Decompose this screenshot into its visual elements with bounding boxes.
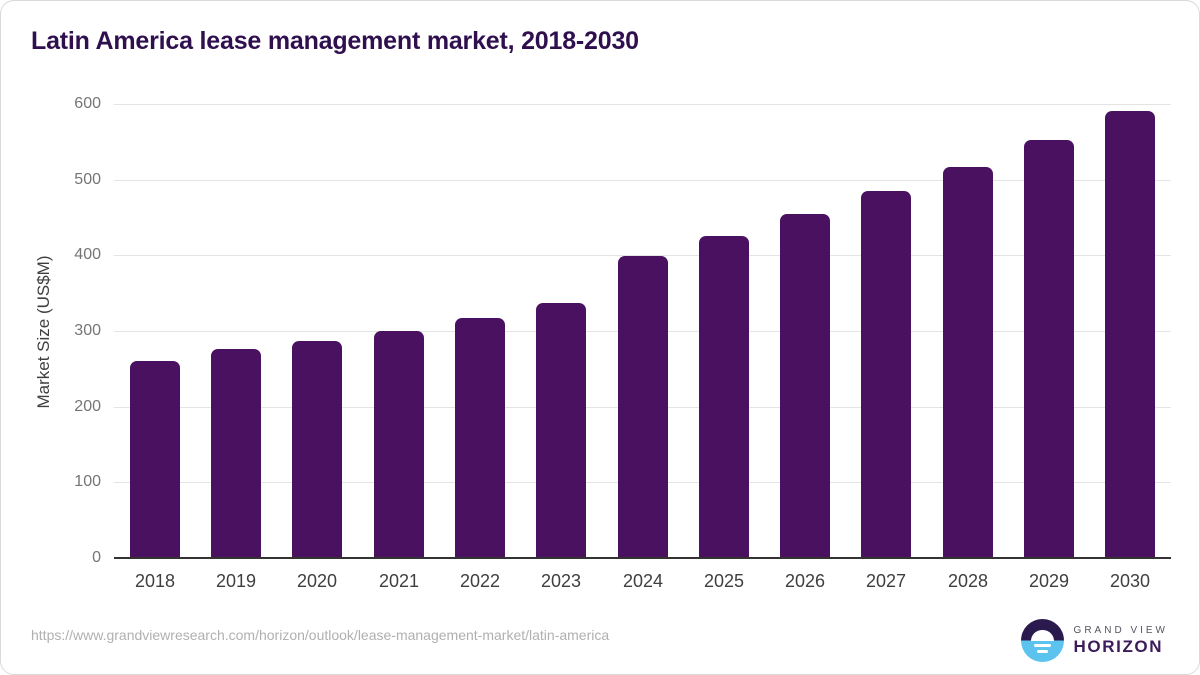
logo-reflection-line — [1036, 650, 1048, 653]
horizon-logo-icon — [1020, 619, 1064, 662]
bar-2027[interactable] — [861, 191, 911, 558]
logo-reflection-line — [1033, 644, 1051, 647]
x-tick-label-2021: 2021 — [378, 571, 420, 591]
brand-name-bottom: HORIZON — [1073, 637, 1164, 656]
source-url[interactable]: https://www.grandviewresearch.com/horizo… — [31, 627, 610, 643]
bar-2019[interactable] — [211, 349, 261, 558]
gridline-600 — [114, 104, 1171, 105]
y-tick-label-100: 100 — [74, 473, 101, 490]
gridline-500 — [114, 180, 1171, 181]
bar-2020[interactable] — [292, 341, 342, 558]
x-tick-label-2027: 2027 — [865, 571, 907, 591]
bar-2030[interactable] — [1105, 111, 1155, 558]
x-tick-label-2026: 2026 — [784, 571, 826, 591]
bar-2018[interactable] — [130, 361, 180, 558]
brand-logo: GRAND VIEW HORIZON — [1020, 618, 1168, 663]
bar-2022[interactable] — [455, 318, 505, 558]
gridline-400 — [114, 255, 1171, 256]
y-tick-label-500: 500 — [74, 171, 101, 188]
y-tick-label-300: 300 — [74, 322, 101, 339]
bar-2026[interactable] — [780, 214, 830, 558]
x-tick-label-2022: 2022 — [459, 571, 501, 591]
plot-area: Market Size (US$M) 0 100 200 300 400 500 600 20… — [1, 1, 1199, 616]
footer: https://www.grandviewresearch.com/horizo… — [1, 613, 1199, 674]
x-tick-label-2025: 2025 — [703, 571, 745, 591]
y-tick-label-0: 0 — [92, 549, 101, 566]
y-tick-label-400: 400 — [74, 246, 101, 263]
brand-name-top: GRAND VIEW — [1073, 625, 1168, 636]
chart-title: Latin America lease management market, 2… — [31, 27, 639, 55]
bar-2023[interactable] — [536, 303, 586, 558]
x-tick-label-2018: 2018 — [134, 571, 176, 591]
x-tick-label-2029: 2029 — [1028, 571, 1070, 591]
y-tick-label-600: 600 — [74, 95, 101, 112]
x-tick-label-2020: 2020 — [296, 571, 338, 591]
brand-text: GRAND VIEW HORIZON — [1074, 624, 1168, 657]
bar-2021[interactable] — [374, 331, 424, 558]
x-tick-label-2023: 2023 — [540, 571, 582, 591]
x-tick-label-2030: 2030 — [1109, 571, 1151, 591]
x-tick-label-2019: 2019 — [215, 571, 257, 591]
x-tick-label-2024: 2024 — [622, 571, 664, 591]
bar-2025[interactable] — [699, 236, 749, 558]
bar-2029[interactable] — [1024, 140, 1074, 558]
x-tick-label-2028: 2028 — [947, 571, 989, 591]
bar-2028[interactable] — [943, 167, 993, 558]
y-tick-label-200: 200 — [74, 398, 101, 415]
bar-2024[interactable] — [618, 256, 668, 558]
x-axis-line — [114, 557, 1171, 559]
logo-sun-dome — [1030, 630, 1054, 641]
